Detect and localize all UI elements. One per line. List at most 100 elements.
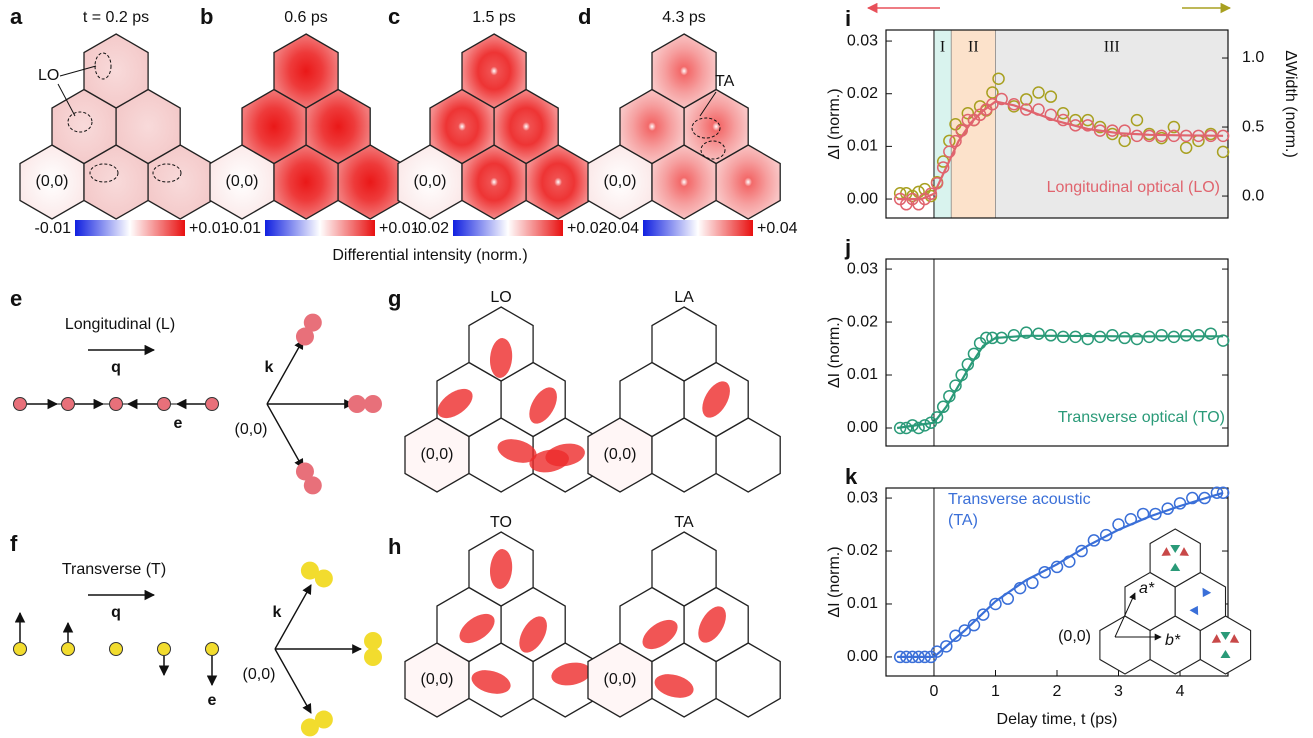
x-tick-label: 0	[930, 683, 939, 700]
page: at = 0.2 ps(0,0)-0.01+0.01b0.6 ps(0,0)-0…	[0, 0, 1313, 738]
y-tick-label: 0.03	[847, 489, 878, 506]
inset-label: (0,0)	[1058, 628, 1091, 645]
map-title: LA	[674, 289, 694, 306]
k-arrow	[267, 404, 303, 468]
k-arrow	[275, 649, 311, 713]
origin-label: (0,0)	[414, 173, 447, 190]
y-tick-label: 0.01	[847, 366, 878, 383]
y-tick-label: 0.00	[847, 648, 878, 665]
annotation: Transverse acoustic	[948, 491, 1091, 508]
panel-letter: b	[200, 4, 213, 29]
y2-tick-label: 1.0	[1242, 49, 1264, 66]
lobe	[348, 395, 366, 413]
lobe	[315, 711, 333, 729]
map-title: TO	[490, 514, 512, 531]
region-label: III	[1104, 39, 1120, 56]
y-tick-label: 0.00	[847, 190, 878, 207]
annotation: TA	[715, 73, 735, 90]
lobe	[364, 395, 382, 413]
annotation: Transverse optical (TO)	[1058, 409, 1225, 426]
panel-letter: d	[578, 4, 591, 29]
y-tick-label: 0.03	[847, 260, 878, 277]
panel-letter: e	[10, 286, 22, 311]
colorbar-max: +0.01	[189, 220, 230, 237]
lobe	[296, 328, 314, 346]
map-title: 0.6 ps	[284, 9, 328, 26]
panel-letter: g	[388, 286, 401, 311]
y-axis-title: ΔI (norm.)	[826, 317, 843, 388]
atom	[14, 643, 27, 656]
x-tick-label: 4	[1176, 683, 1185, 700]
origin-label: (0,0)	[421, 446, 454, 463]
lobe	[301, 562, 319, 580]
map-title: LO	[490, 289, 511, 306]
colorbar-label: Differential intensity (norm.)	[332, 247, 527, 264]
map-title: t = 0.2 ps	[83, 9, 149, 26]
atom	[206, 643, 219, 656]
annotation: Longitudinal optical (LO)	[1047, 179, 1220, 196]
map-title: TA	[674, 514, 694, 531]
region-label: II	[968, 39, 979, 56]
panel-letter: i	[845, 6, 851, 31]
panel-letter: f	[10, 531, 18, 556]
mode-title: Transverse (T)	[62, 561, 166, 578]
y2-tick-label: 0.0	[1242, 187, 1264, 204]
colorbar	[265, 220, 375, 236]
y-tick-label: 0.00	[847, 419, 878, 436]
k-label: k	[265, 359, 274, 376]
inset-label: b*	[1165, 632, 1181, 649]
colorbar-max: +0.02	[567, 220, 608, 237]
atom	[158, 398, 171, 411]
panel-letter: h	[388, 534, 401, 559]
atom	[110, 643, 123, 656]
origin-label: (0,0)	[604, 671, 637, 688]
data-point	[1119, 332, 1130, 343]
k-label: k	[273, 604, 282, 621]
data-point	[1131, 333, 1142, 344]
mode-title: Longitudinal (L)	[65, 316, 175, 333]
atom	[14, 398, 27, 411]
origin-label: (0,0)	[235, 421, 268, 438]
y-tick-label: 0.02	[847, 85, 878, 102]
y-axis-title: ΔI (norm.)	[826, 88, 843, 159]
panel-letter: j	[844, 235, 851, 260]
colorbar-min: -0.04	[603, 220, 640, 237]
atom	[158, 643, 171, 656]
q-label: q	[111, 359, 121, 376]
x-tick-label: 2	[1053, 683, 1062, 700]
q-label: q	[111, 604, 121, 621]
colorbar-min: -0.01	[225, 220, 262, 237]
colorbar	[643, 220, 753, 236]
origin-label: (0,0)	[604, 173, 637, 190]
y-tick-label: 0.02	[847, 313, 878, 330]
x-axis-title: Delay time, t (ps)	[997, 711, 1118, 728]
region-label: I	[940, 39, 945, 56]
e-label: e	[174, 415, 183, 432]
origin-label: (0,0)	[421, 671, 454, 688]
y-tick-label: 0.02	[847, 542, 878, 559]
map-title: 1.5 ps	[472, 9, 516, 26]
panel-letter: k	[845, 464, 858, 489]
y-tick-label: 0.01	[847, 595, 878, 612]
y-axis-title: ΔI (norm.)	[826, 546, 843, 617]
region	[951, 30, 995, 218]
y2-axis-title: ΔWidth (norm.)	[1282, 50, 1299, 158]
lobe	[364, 648, 382, 666]
x-tick-label: 1	[991, 683, 1000, 700]
annotation: LO	[38, 67, 59, 84]
map-title: 4.3 ps	[662, 9, 706, 26]
lobe	[296, 462, 314, 480]
origin-label: (0,0)	[226, 173, 259, 190]
inset-label: a*	[1139, 580, 1155, 597]
colorbar-max: +0.04	[757, 220, 798, 237]
e-label: e	[208, 692, 217, 709]
panel-letter: c	[388, 4, 400, 29]
colorbar-min: -0.01	[35, 220, 72, 237]
lobe	[364, 632, 382, 650]
origin-label: (0,0)	[604, 446, 637, 463]
colorbar-min: -0.02	[413, 220, 450, 237]
figure: at = 0.2 ps(0,0)-0.01+0.01b0.6 ps(0,0)-0…	[0, 0, 1313, 738]
origin-label: (0,0)	[243, 666, 276, 683]
atom	[62, 643, 75, 656]
atom	[110, 398, 123, 411]
